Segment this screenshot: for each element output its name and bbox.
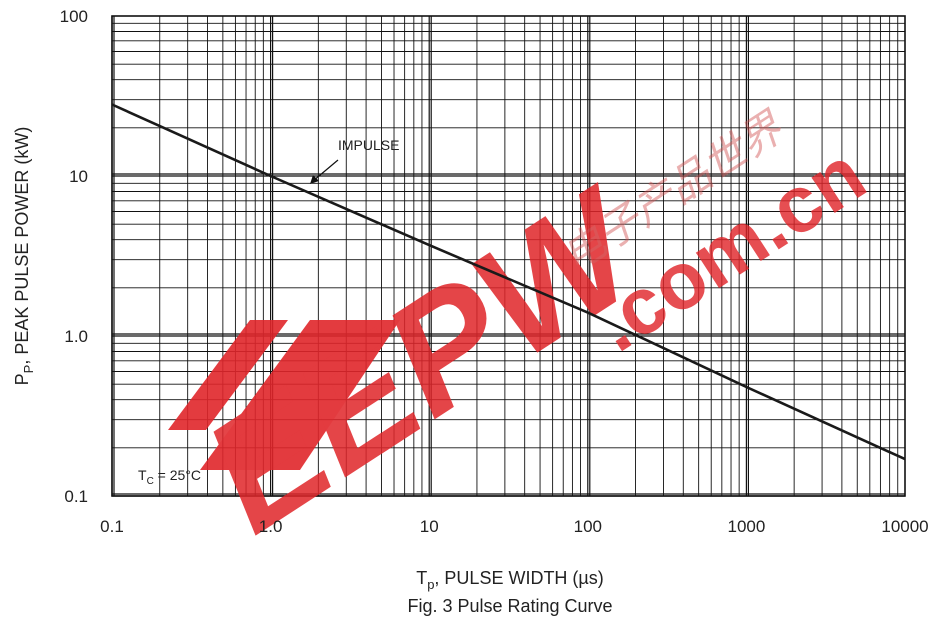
x-tick-label: 10: [420, 517, 439, 536]
x-tick-label: 1.0: [259, 517, 283, 536]
impulse-label: IMPULSE: [338, 137, 399, 153]
y-tick-label: 100: [60, 7, 88, 26]
figure-caption: Fig. 3 Pulse Rating Curve: [407, 596, 612, 616]
x-tick-label: 0.1: [100, 517, 124, 536]
x-tick-label: 1000: [727, 517, 765, 536]
x-tick-label: 10000: [881, 517, 928, 536]
impulse-arrow: [310, 159, 339, 184]
series-line-impulse: [111, 103, 906, 461]
x-tick-label: 100: [574, 517, 602, 536]
curve-layer: [111, 103, 906, 461]
y-tick-label: 10: [69, 167, 88, 186]
x-axis-label: Tp, PULSE WIDTH (µs): [416, 568, 604, 592]
y-tick-label: 1.0: [64, 327, 88, 346]
plot-frame: [111, 15, 906, 497]
tc-annotation: TC = 25°C: [138, 467, 201, 487]
y-tick-label: 0.1: [64, 487, 88, 506]
y-axis-label: PP, PEAK PULSE POWER (kW): [12, 127, 36, 386]
tick-labels: 0.1 1.0 10 100 1000 10000 0.1 1.0 10 100: [60, 7, 929, 536]
